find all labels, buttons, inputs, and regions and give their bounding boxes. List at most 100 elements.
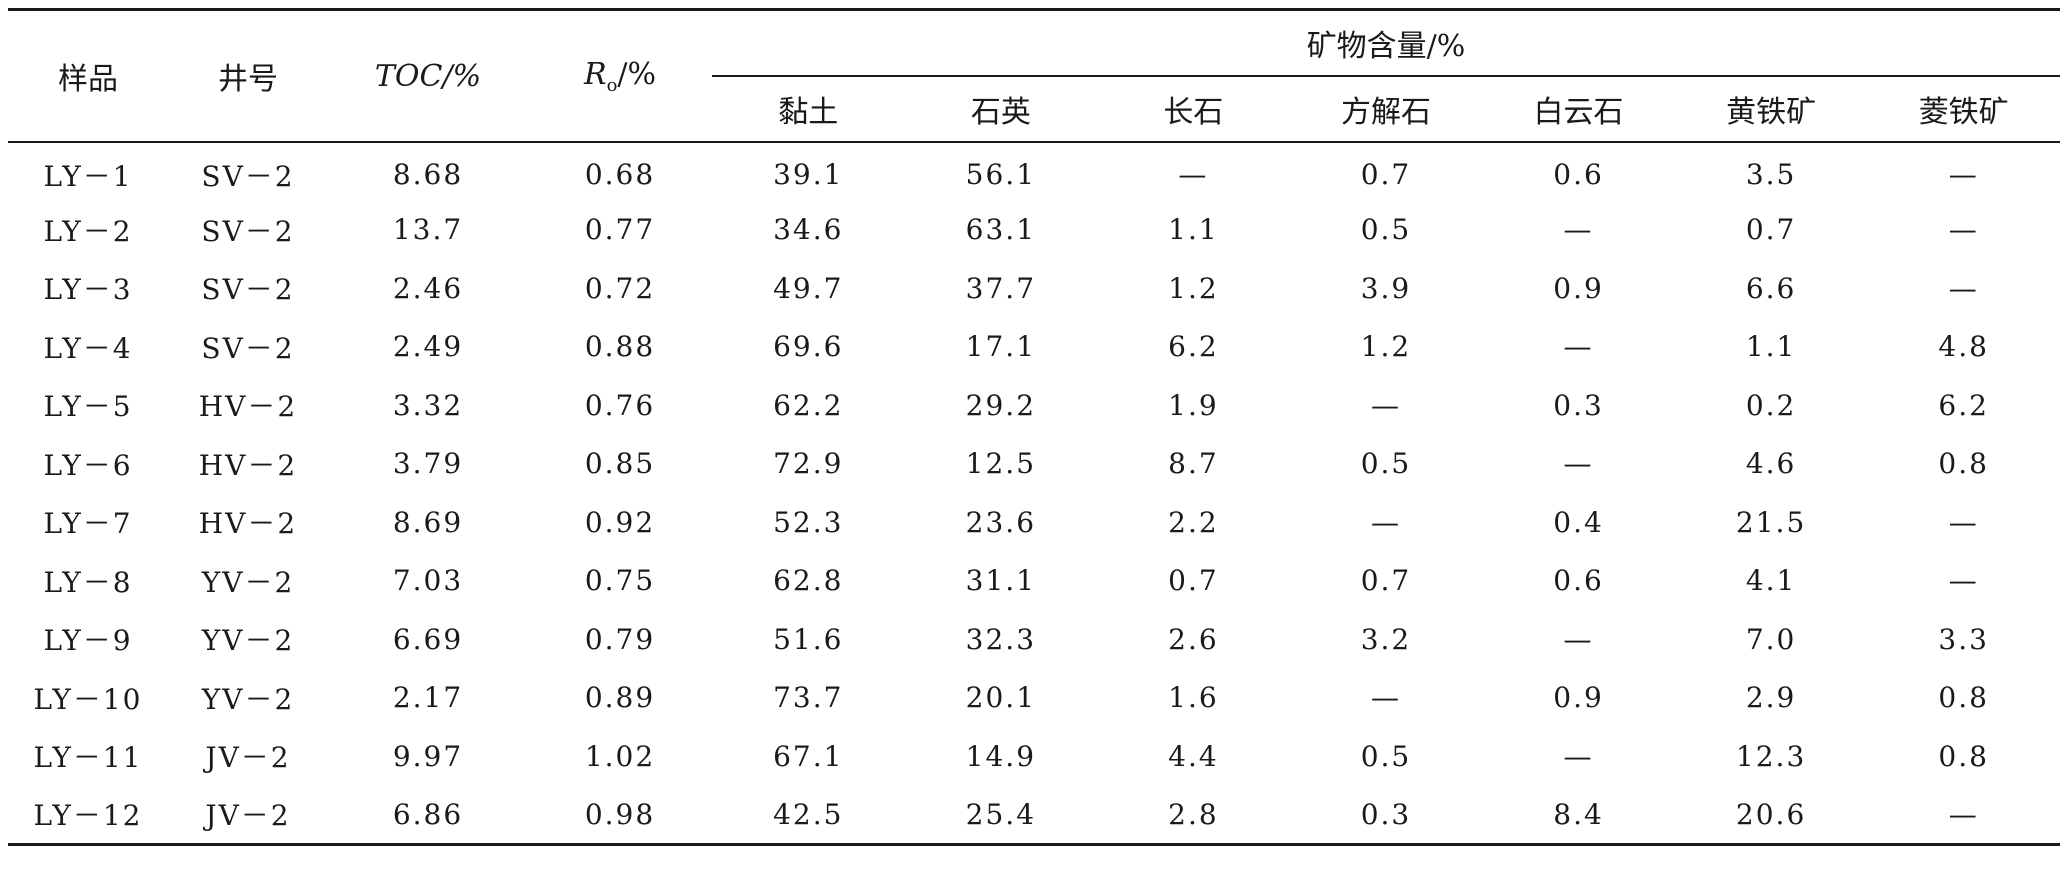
- table-cell: 20.6: [1674, 785, 1868, 846]
- table-row: LY－12 JV－2 6.86 0.98 42.5 25.4 2.8 0.3 8.4 20.6—: [8, 785, 2060, 846]
- table-cell: —: [1563, 447, 1594, 481]
- table-cell: 0.76: [584, 388, 656, 422]
- table-cell: 0.68: [584, 158, 656, 192]
- table-cell: —: [1178, 158, 1209, 192]
- table-cell: 62.2: [773, 388, 844, 422]
- table-cell: 23.6: [965, 505, 1037, 539]
- header-mineral-group-label: 矿物含量/%: [1306, 29, 1466, 64]
- table-cell: 3.79: [392, 447, 464, 481]
- table-cell: 2.46: [392, 271, 464, 305]
- table-cell: YV－2: [201, 682, 295, 716]
- table-cell: 0.8: [1938, 447, 1989, 481]
- table-cell: —: [1948, 158, 1979, 192]
- table-cell: LY－1: [43, 159, 133, 193]
- table-cell: 12.5: [965, 447, 1037, 481]
- table-cell: 0.88: [584, 330, 656, 364]
- table-cell: 6.2: [1938, 388, 1989, 422]
- table-cell: —: [1563, 213, 1594, 247]
- table-cell: 3.3: [1938, 622, 1989, 656]
- table-cell: —: [1563, 622, 1594, 656]
- table-cell: 0.7: [1745, 213, 1797, 247]
- table-cell: 0.89: [584, 681, 656, 715]
- table-cell: 17.1: [965, 330, 1037, 364]
- table-cell: 13.7: [392, 213, 464, 247]
- table-cell: 0.2: [1745, 388, 1797, 422]
- table-cell: 0.5: [1360, 739, 1412, 773]
- table-cell: 49.7: [773, 271, 844, 305]
- table-cell: 4.1: [1745, 564, 1797, 598]
- table-cell: 4.8: [1938, 330, 1989, 364]
- table-cell: 7.0: [1745, 622, 1797, 656]
- table-cell: 0.5: [1360, 213, 1412, 247]
- table-cell: 3.2: [1360, 622, 1412, 656]
- table-cell: 1.2: [1168, 271, 1219, 305]
- table-cell: —: [1948, 564, 1979, 598]
- table-row: LY－3 SV－2 2.46 0.72 49.7 37.7 1.2 3.9 0.9 6.6 —: [8, 259, 2060, 318]
- header-sample: 样品: [8, 8, 168, 143]
- table-cell: 31.1: [965, 564, 1037, 598]
- table-cell: YV－2: [201, 624, 295, 658]
- table-row: LY－9 YV－2 6.69 0.79 51.6 32.3 2.6 3.2 — 7.0 3.3: [8, 610, 2060, 669]
- table-cell: 72.9: [773, 447, 844, 481]
- table-cell: 0.7: [1360, 564, 1412, 598]
- table-cell: HV－2: [198, 448, 298, 482]
- header-toc: TOC/%: [328, 8, 528, 143]
- table-cell: 8.4: [1482, 785, 1675, 846]
- table-cell: 32.3: [965, 622, 1037, 656]
- header-mineral: 方解石: [1289, 76, 1483, 143]
- table-cell: 0.75: [584, 564, 656, 598]
- table-cell: —: [1948, 213, 1979, 247]
- table-cell: 29.2: [965, 388, 1037, 422]
- table-cell: 67.1: [773, 739, 844, 773]
- header-ro-unit: /%: [617, 56, 657, 92]
- table-cell: 34.6: [773, 213, 844, 247]
- data-table-container: 样品 井号 TOC/% Ro/% 矿物含量/% 黏土 石英 长石 方解石 白云石 黄铁矿菱…: [8, 8, 2060, 846]
- table-cell: 0.72: [584, 271, 656, 305]
- table-row: LY－7 HV－2 8.69 0.92 52.3 23.6 2.2 — 0.4 21.5 —: [8, 493, 2060, 552]
- table-row: LY－10 YV－2 2.17 0.89 73.7 20.1 1.6 — 0.9 2.9 0.8: [8, 669, 2060, 728]
- header-mineral: 黄铁矿: [1674, 76, 1868, 143]
- table-cell: 20.1: [965, 681, 1037, 715]
- table-cell: —: [1948, 505, 1979, 539]
- table-row: LY－5 HV－2 3.32 0.76 62.2 29.2 1.9 — 0.3 0.2 6.2: [8, 376, 2060, 435]
- table-cell: LY－6: [43, 448, 133, 482]
- table-cell: 0.4: [1553, 505, 1604, 539]
- table-cell: 51.6: [773, 622, 844, 656]
- table-row: LY－8 YV－2 7.03 0.75 62.8 31.1 0.7 0.7 0.6 4.1 —: [8, 552, 2060, 611]
- table-cell: 0.7: [1360, 158, 1412, 192]
- table-cell: 8.69: [392, 505, 464, 539]
- table-cell: 2.49: [392, 330, 464, 364]
- table-cell: HV－2: [198, 390, 298, 424]
- mineral-content-table: 样品 井号 TOC/% Ro/% 矿物含量/% 黏土 石英 长石 方解石 白云石 黄铁矿菱…: [8, 8, 2060, 846]
- table-cell: 2.9: [1745, 681, 1797, 715]
- table-cell: 2.8: [1097, 785, 1290, 846]
- table-cell: 21.5: [1735, 505, 1807, 539]
- table-cell: 0.7: [1168, 564, 1219, 598]
- table-cell: 63.1: [965, 213, 1037, 247]
- table-cell: 37.7: [965, 271, 1037, 305]
- table-cell: 0.8: [1938, 681, 1989, 715]
- table-cell: —: [1563, 330, 1594, 364]
- header-mineral: 菱铁矿: [1867, 76, 2060, 143]
- table-cell: 7.03: [392, 564, 464, 598]
- table-cell: 1.2: [1360, 330, 1412, 364]
- table-cell: 6.6: [1745, 271, 1797, 305]
- table-cell: 4.4: [1168, 739, 1219, 773]
- table-cell: 9.97: [392, 739, 464, 773]
- table-cell: 39.1: [773, 158, 844, 192]
- header-mineral-group: 矿物含量/%: [712, 8, 2060, 77]
- header-mineral: 长石: [1097, 76, 1290, 143]
- table-cell: 0.98: [528, 785, 712, 846]
- table-cell: —: [1370, 505, 1401, 539]
- table-cell: 25.4: [904, 785, 1098, 846]
- table-cell: 8.68: [392, 158, 464, 192]
- table-cell: LY－8: [43, 565, 133, 599]
- table-cell: SV－2: [201, 331, 295, 365]
- mineral-header-row: 黏土 石英 长石 方解石 白云石 黄铁矿 菱铁矿: [8, 76, 2060, 143]
- header-mineral: 黏土: [712, 76, 905, 143]
- table-cell: JV－2: [168, 785, 328, 846]
- table-cell: 0.92: [584, 505, 656, 539]
- table-cell: 3.32: [392, 388, 464, 422]
- table-cell: —: [1370, 388, 1401, 422]
- table-cell: 0.6: [1553, 564, 1604, 598]
